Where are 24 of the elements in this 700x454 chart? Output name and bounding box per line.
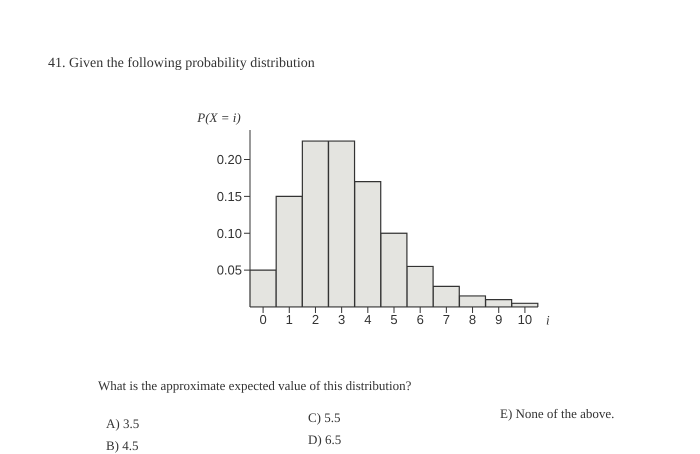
x-tick-label: 3 [338, 312, 346, 328]
x-tick-label: 1 [286, 312, 293, 328]
x-tick-label: 9 [495, 312, 502, 328]
text: C) 5.5 [308, 410, 340, 426]
x-tick-label: 7 [442, 312, 450, 328]
text: B) 4.5 [106, 438, 138, 454]
text: What is the approximate expected value of this distribution? [98, 378, 412, 394]
x-tick-label: 4 [364, 312, 372, 328]
text: E) None of the above. [500, 406, 614, 422]
x-axis-title: i [546, 312, 550, 328]
y-tick-label: 0.05 [216, 262, 242, 278]
text: D) 6.5 [308, 432, 342, 448]
x-tick-label: 0 [259, 312, 267, 328]
x-tick-label: 8 [468, 312, 476, 328]
chart-title: 41. Given the following probability distribution [48, 56, 315, 72]
x-tick-label: 2 [312, 312, 320, 328]
y-tick-label: 0.20 [216, 152, 242, 168]
y-tick-label: 0.15 [216, 188, 242, 204]
x-tick-label: 6 [416, 312, 424, 328]
x-tick-label: 10 [518, 312, 532, 328]
x-tick-label: 5 [390, 312, 398, 328]
y-tick-label: 0.10 [216, 226, 242, 241]
text: A) 3.5 [106, 416, 140, 432]
y-axis-title: P(X = i) [196, 110, 241, 125]
